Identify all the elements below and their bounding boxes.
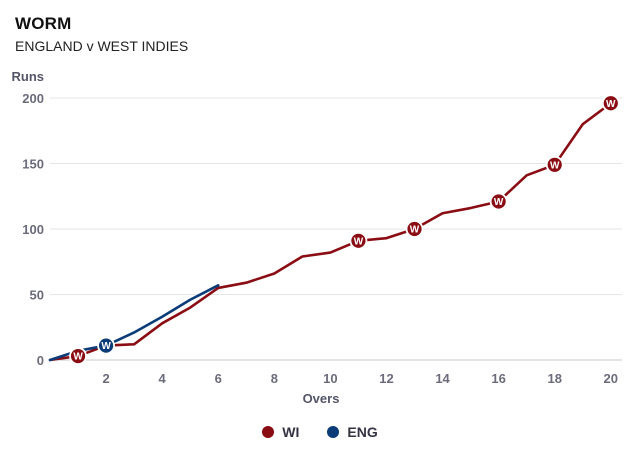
wicket-label: W — [494, 197, 504, 208]
wicket-circle — [489, 192, 508, 211]
y-tick-label: 50 — [30, 288, 44, 303]
series-lines — [48, 101, 613, 362]
legend-marker-eng — [327, 426, 340, 438]
legend-label-eng: ENG — [347, 424, 378, 440]
x-tick-label: 14 — [435, 371, 450, 386]
wicket-circle — [405, 220, 424, 238]
x-tick-label: 6 — [215, 371, 222, 386]
y-tick-label: 200 — [22, 91, 44, 106]
legend-item-wi[interactable]: WI — [262, 424, 299, 440]
x-tick-label: 8 — [271, 371, 278, 386]
wicket-label: W — [354, 236, 364, 247]
x-axis-ticks: 2 4 6 8 10 12 14 16 18 20 — [102, 371, 618, 386]
x-tick-label: 18 — [547, 371, 561, 386]
chart-subtitle: ENGLAND v WEST INDIES — [15, 38, 189, 54]
wicket-marker-wi: W — [349, 231, 368, 250]
wicket-label: W — [410, 225, 420, 236]
legend-item-eng[interactable]: ENG — [327, 424, 378, 440]
wicket-circle — [97, 336, 115, 355]
wicket-marker-wi: W — [545, 155, 564, 174]
wicket-circle — [69, 347, 87, 365]
x-tick-label: 20 — [604, 371, 618, 386]
wicket-marker-wi: W — [405, 220, 424, 238]
y-axis-ticks: 0 50 100 150 200 — [22, 91, 44, 368]
x-tick-label: 4 — [159, 371, 167, 386]
x-axis-label: Overs — [303, 391, 340, 406]
wicket-marker-eng: W — [97, 336, 115, 355]
series-line-wi — [48, 101, 613, 362]
wicket-marker-wi: W — [601, 94, 620, 113]
wicket-circle — [601, 94, 620, 113]
y-tick-label: 150 — [22, 157, 44, 172]
y-tick-label: 100 — [22, 222, 44, 237]
x-tick-label: 16 — [491, 371, 505, 386]
x-tick-label: 12 — [379, 371, 393, 386]
legend-marker-wi — [262, 426, 275, 438]
wicket-circle — [545, 155, 564, 174]
x-tick-label: 10 — [323, 371, 337, 386]
wicket-marker-wi: W — [489, 192, 508, 211]
wicket-label: W — [606, 99, 616, 110]
wicket-circle — [349, 231, 368, 250]
y-tick-label: 0 — [37, 353, 44, 368]
gridlines — [50, 97, 622, 361]
chart-title: WORM — [15, 14, 72, 33]
wicket-label: W — [73, 352, 83, 363]
y-axis-label: Runs — [12, 69, 45, 84]
legend-label-wi: WI — [282, 424, 300, 440]
wicket-markers: W W W W W W W — [69, 94, 620, 365]
wicket-marker-wi: W — [69, 347, 87, 365]
x-tick-label: 2 — [102, 371, 109, 386]
legend: WI ENG — [0, 424, 640, 440]
wicket-label: W — [550, 160, 560, 171]
worm-chart: 0 50 100 150 200 2 4 6 8 10 12 14 16 18 20 Runs Overs… — [12, 69, 622, 406]
wicket-label: W — [101, 341, 111, 352]
